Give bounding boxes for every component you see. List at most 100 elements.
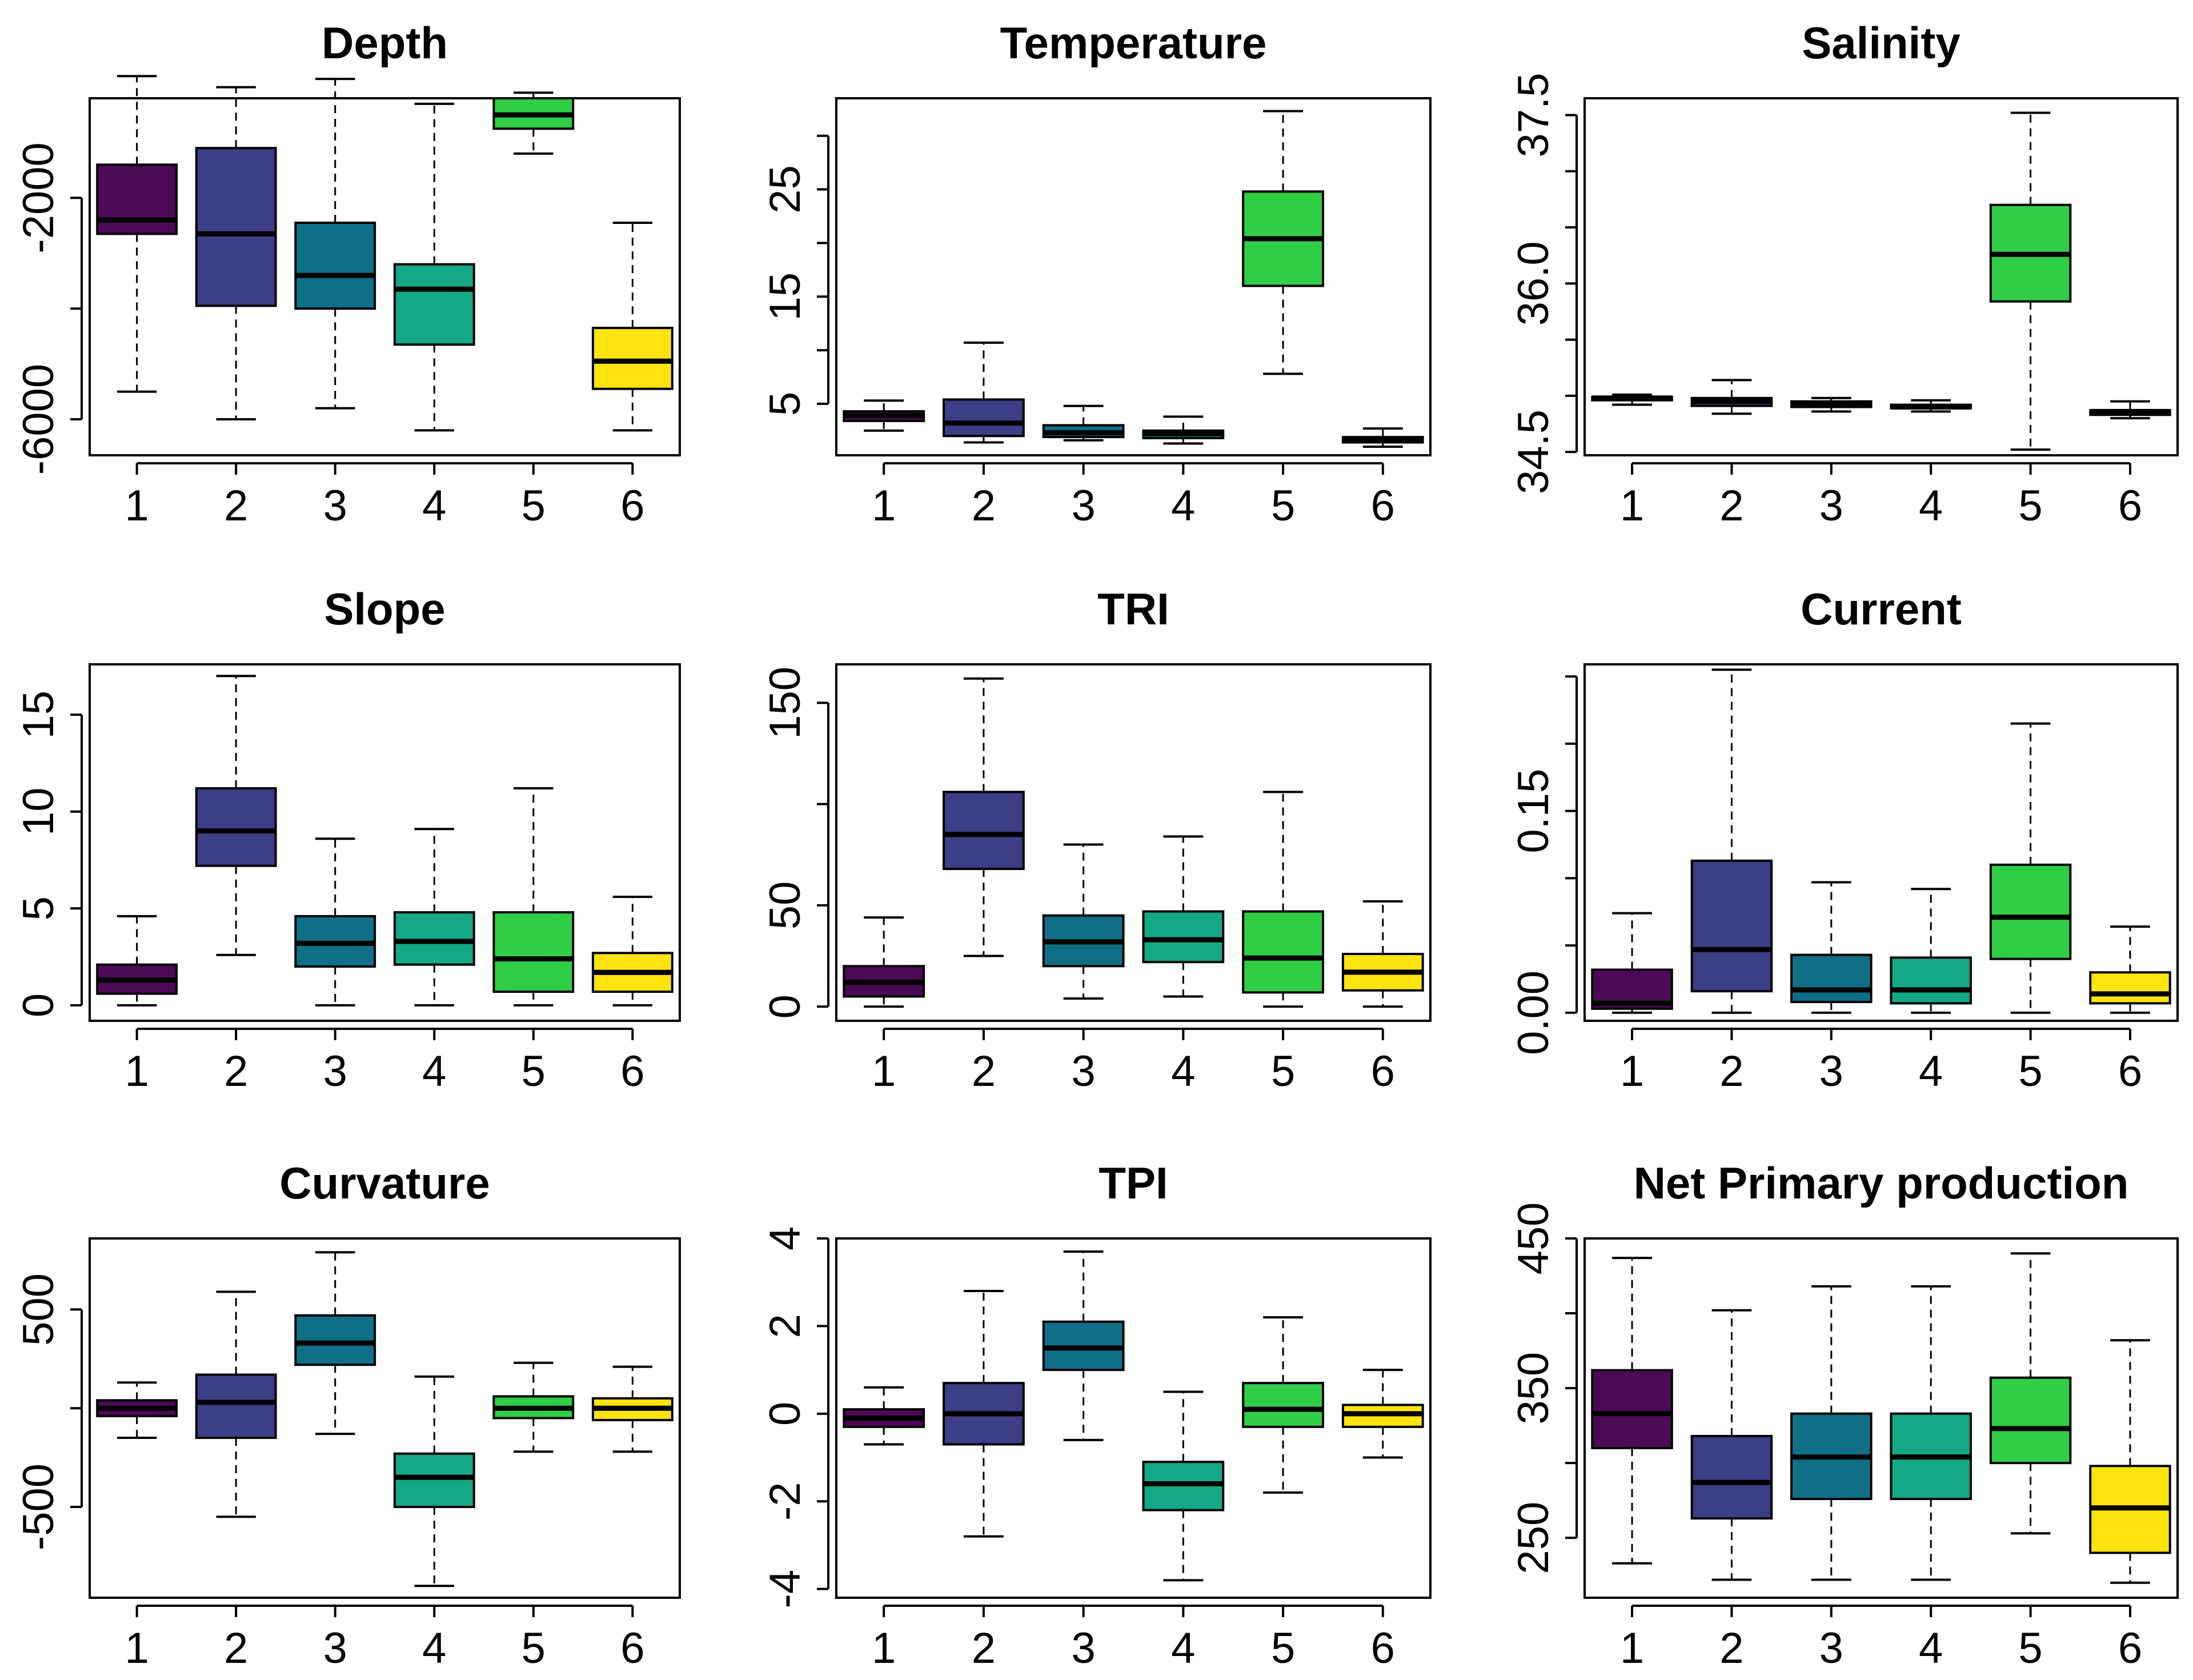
y-tick-label: 350 xyxy=(1509,1352,1558,1425)
iqr-box xyxy=(393,1452,475,1509)
box-group-4 xyxy=(1890,399,1972,413)
plot-frame xyxy=(89,1237,681,1599)
box-group-1 xyxy=(1591,393,1673,406)
box-group-4 xyxy=(393,828,475,1007)
iqr-box xyxy=(1242,910,1324,994)
x-tick-label: 1 xyxy=(872,482,896,530)
x-tick-label: 2 xyxy=(224,482,248,530)
y-tick-label: 15 xyxy=(761,272,809,321)
iqr-box xyxy=(943,398,1025,438)
y-tick-label: 150 xyxy=(761,667,809,739)
iqr-box xyxy=(393,263,475,346)
plot-frame xyxy=(1583,97,2179,456)
box-group-5 xyxy=(1989,722,2072,1014)
iqr-box xyxy=(943,791,1025,871)
box-group-6 xyxy=(591,895,673,1007)
y-tick-label: 10 xyxy=(14,787,63,836)
box-group-1 xyxy=(843,916,925,1008)
iqr-box xyxy=(591,327,673,390)
x-tick-label: 2 xyxy=(972,1624,996,1673)
x-tick-label: 2 xyxy=(972,482,996,530)
x-tick-label: 4 xyxy=(1171,482,1195,530)
x-tick-label: 6 xyxy=(2118,1047,2142,1096)
y-tick-label: -2000 xyxy=(14,142,63,253)
x-tick-label: 5 xyxy=(2018,1624,2042,1673)
box-group-6 xyxy=(1341,427,1424,448)
x-tick-label: 2 xyxy=(1719,1624,1743,1673)
panel-current: Current 0.00 0.15 1 2 3 4 5 6 xyxy=(1509,584,2179,1096)
iqr-box xyxy=(294,222,376,310)
x-tick-label: 1 xyxy=(872,1624,896,1673)
x-tick-label: 5 xyxy=(522,1047,546,1096)
box-group-4 xyxy=(1142,415,1225,445)
x-tick-label: 3 xyxy=(323,1624,347,1673)
y-tick-label: 500 xyxy=(14,1273,63,1346)
box-group-5 xyxy=(1242,110,1324,375)
box-group-1 xyxy=(96,915,178,1007)
x-tick-label: 4 xyxy=(422,1624,446,1673)
x-tick-label: 3 xyxy=(1819,482,1843,530)
iqr-box xyxy=(195,787,277,867)
iqr-box xyxy=(1142,910,1225,964)
iqr-box xyxy=(195,147,277,307)
box-group-1 xyxy=(96,1381,178,1440)
plot-frame xyxy=(835,1237,1432,1599)
box-group-6 xyxy=(2089,1339,2171,1584)
x-tick-label: 1 xyxy=(125,482,149,530)
box-group-2 xyxy=(1690,668,1773,1014)
plot-frame xyxy=(835,663,1432,1022)
x-tick-label: 3 xyxy=(1071,1624,1095,1673)
box-group-1 xyxy=(843,1386,925,1446)
iqr-box xyxy=(1690,859,1773,993)
x-tick-label: 2 xyxy=(1719,482,1743,530)
y-tick-label: 50 xyxy=(761,881,809,930)
x-tick-label: 4 xyxy=(422,1047,446,1096)
box-group-6 xyxy=(1341,900,1424,1008)
x-tick-label: 4 xyxy=(1919,1047,1943,1096)
x-tick-label: 3 xyxy=(1071,1047,1095,1096)
iqr-box xyxy=(96,163,178,235)
iqr-box xyxy=(2089,971,2171,1005)
y-tick-label: 36.0 xyxy=(1509,241,1558,326)
x-tick-label: 6 xyxy=(1371,482,1395,530)
y-tick-label: 37.5 xyxy=(1509,73,1558,158)
panel-salinity: Salinity 34.5 36.0 37.5 1 2 3 4 5 6 xyxy=(1509,18,2179,530)
box-group-3 xyxy=(294,837,376,1007)
iqr-box xyxy=(492,911,575,993)
y-tick-label: 2 xyxy=(761,1314,809,1338)
box-group-3 xyxy=(1790,1285,1873,1581)
box-group-3 xyxy=(1790,396,1873,413)
x-tick-label: 4 xyxy=(422,482,446,530)
plot-frame xyxy=(89,97,681,456)
box-group-5 xyxy=(1989,1252,2072,1535)
box-group-4 xyxy=(1890,888,1972,1014)
box-group-5 xyxy=(1989,111,2072,451)
box-group-5 xyxy=(492,1361,575,1453)
x-tick-label: 6 xyxy=(1371,1047,1395,1096)
y-tick-label: 0 xyxy=(14,993,63,1017)
x-tick-label: 3 xyxy=(1071,482,1095,530)
iqr-box xyxy=(1242,1382,1324,1428)
panel-tpi: TPI -4 -2 0 2 4 1 2 3 4 5 6 xyxy=(761,1158,1432,1673)
panel-slope: Slope 0 5 10 15 1 2 3 4 5 6 xyxy=(14,584,681,1096)
box-group-2 xyxy=(1690,379,1773,415)
panel-depth: Depth -6000 -2000 1 2 3 4 5 6 xyxy=(14,18,681,530)
box-group-2 xyxy=(943,677,1025,957)
box-group-4 xyxy=(1142,1390,1225,1582)
panel-title: Slope xyxy=(324,584,445,634)
x-tick-label: 5 xyxy=(1271,1047,1295,1096)
box-group-4 xyxy=(393,1375,475,1587)
x-tick-label: 6 xyxy=(620,1047,644,1096)
box-group-5 xyxy=(1242,1316,1324,1494)
box-group-6 xyxy=(591,1365,673,1453)
y-tick-label: 5 xyxy=(14,896,63,920)
panel-title: TRI xyxy=(1097,584,1169,634)
box-group-6 xyxy=(1341,1369,1424,1459)
iqr-box xyxy=(1591,1369,1673,1449)
panel-curvature: Curvature -500 500 1 2 3 4 5 6 xyxy=(14,1158,681,1673)
y-tick-label: 25 xyxy=(761,165,809,214)
x-tick-label: 5 xyxy=(2018,1047,2042,1096)
box-group-5 xyxy=(1242,791,1324,1008)
plot-frame xyxy=(835,97,1432,456)
